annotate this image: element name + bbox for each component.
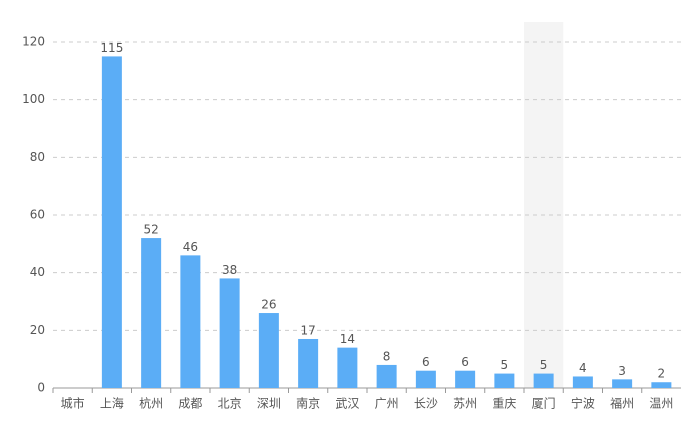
- value-label: 5: [501, 358, 509, 372]
- x-tick-label: 武汉: [335, 397, 359, 411]
- bar: [101, 56, 122, 389]
- value-label: 6: [422, 355, 430, 369]
- bar: [612, 379, 633, 388]
- x-tick-label: 广州: [375, 397, 399, 411]
- value-label: 115: [100, 41, 123, 55]
- value-label: 4: [579, 361, 587, 375]
- bar: [651, 382, 672, 388]
- bar: [494, 373, 515, 388]
- value-label: 5: [540, 358, 548, 372]
- x-tick-label: 宁波: [571, 396, 595, 411]
- y-tick-label: 100: [22, 92, 45, 106]
- bar: [572, 376, 593, 388]
- y-tick-label: 20: [30, 323, 45, 337]
- x-tick-label: 杭州: [139, 396, 163, 411]
- x-tick-label: 长沙: [414, 397, 438, 411]
- bar: [298, 338, 319, 388]
- x-tick-label: 福州: [610, 396, 634, 411]
- value-label: 2: [658, 367, 666, 381]
- x-tick-label: 重庆: [492, 397, 516, 411]
- bar: [533, 373, 554, 388]
- bar: [180, 255, 201, 388]
- value-label: 3: [618, 364, 626, 378]
- bar: [376, 364, 397, 388]
- y-tick-label: 120: [22, 35, 45, 49]
- value-label: 8: [383, 349, 391, 363]
- bar: [415, 370, 436, 388]
- bar: [258, 313, 279, 388]
- bar: [337, 347, 358, 388]
- value-label: 46: [183, 240, 198, 254]
- x-tick-label: 城市: [61, 396, 85, 411]
- x-tick-label: 成都: [178, 397, 202, 411]
- x-tick-label: 苏州: [453, 397, 477, 411]
- value-label: 26: [261, 298, 276, 312]
- bar: [455, 370, 476, 388]
- bar: [219, 278, 240, 388]
- x-tick-label: 上海: [100, 396, 124, 411]
- y-tick-label: 60: [30, 208, 45, 222]
- x-tick-label: 厦门: [532, 396, 556, 411]
- value-label: 38: [222, 263, 237, 277]
- x-tick-label: 北京: [218, 397, 242, 411]
- x-tick-label: 南京: [296, 396, 320, 411]
- value-label: 6: [461, 355, 469, 369]
- value-label: 14: [340, 332, 355, 346]
- value-label: 52: [143, 223, 158, 237]
- x-tick-label: 温州: [649, 397, 673, 411]
- y-tick-label: 40: [30, 265, 45, 279]
- value-label: 17: [300, 323, 315, 337]
- y-tick-label: 0: [37, 381, 45, 395]
- bar: [141, 238, 162, 388]
- x-tick-label: 深圳: [257, 397, 281, 411]
- y-tick-label: 80: [30, 150, 45, 164]
- hover-band: [524, 22, 564, 388]
